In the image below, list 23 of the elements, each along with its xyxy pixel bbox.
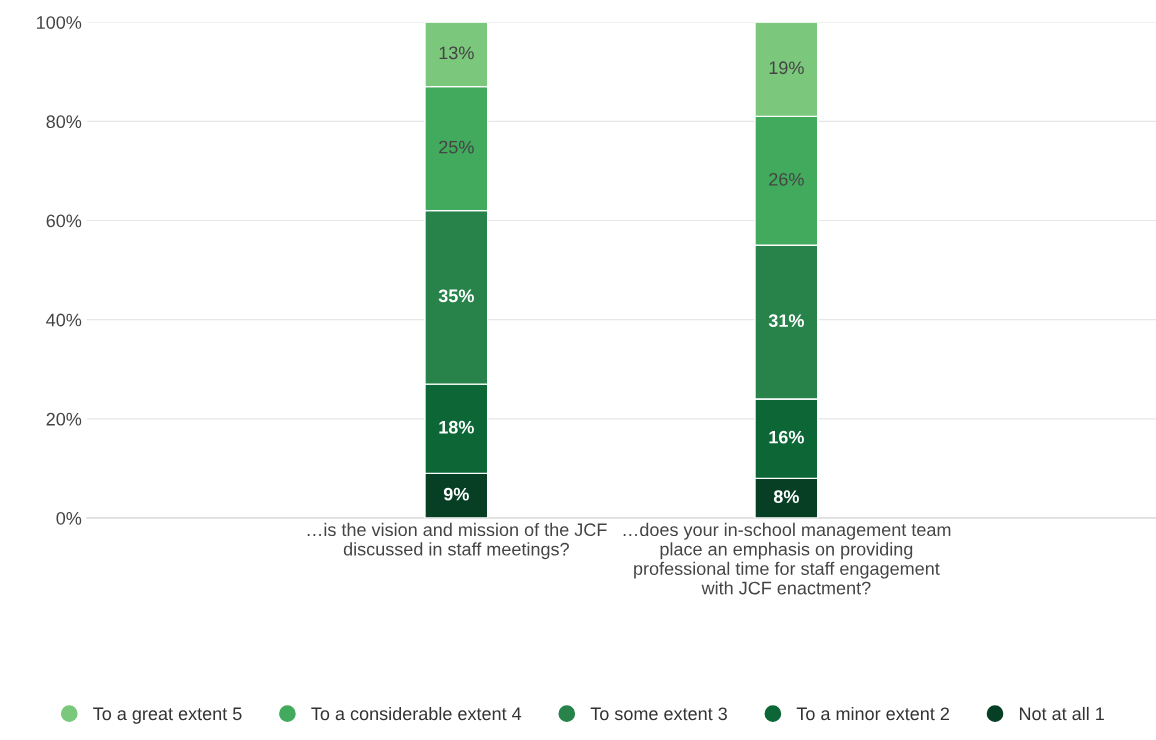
x-tick-label: …does your in-school management team place an emphasis on providing professional time for staff engagement with JCF enactment?: [623, 522, 951, 595]
y-tick-label: 80%: [46, 115, 82, 129]
legend-label: To a minor extent 2: [796, 706, 949, 721]
data-label: 13%: [439, 46, 474, 60]
legend-label: To a great extent 5: [93, 707, 242, 724]
y-tick-label: 40%: [46, 313, 82, 327]
legend-label: To some extent 3: [590, 707, 727, 721]
data-label: 26%: [769, 172, 804, 186]
data-label: 9%: [443, 487, 469, 501]
y-tick-label: 20%: [46, 412, 82, 426]
y-tick-label: 60%: [46, 214, 82, 228]
data-label: 35%: [438, 289, 474, 303]
data-label: 31%: [768, 314, 804, 328]
data-label: 19%: [769, 61, 804, 75]
data-label: 16%: [769, 430, 804, 444]
y-tick-label: 100%: [37, 16, 82, 29]
data-label: 18%: [439, 420, 474, 434]
y-tick-label: 0%: [56, 511, 82, 525]
x-tick-label: …is the vision and mission of the JCF discussed in staff meetings?: [307, 522, 607, 560]
legend-label: Not at all 1: [1019, 706, 1104, 721]
data-label: 25%: [439, 140, 474, 154]
legend-label: To a considerable extent 4: [311, 706, 522, 721]
data-label: 8%: [773, 490, 799, 504]
